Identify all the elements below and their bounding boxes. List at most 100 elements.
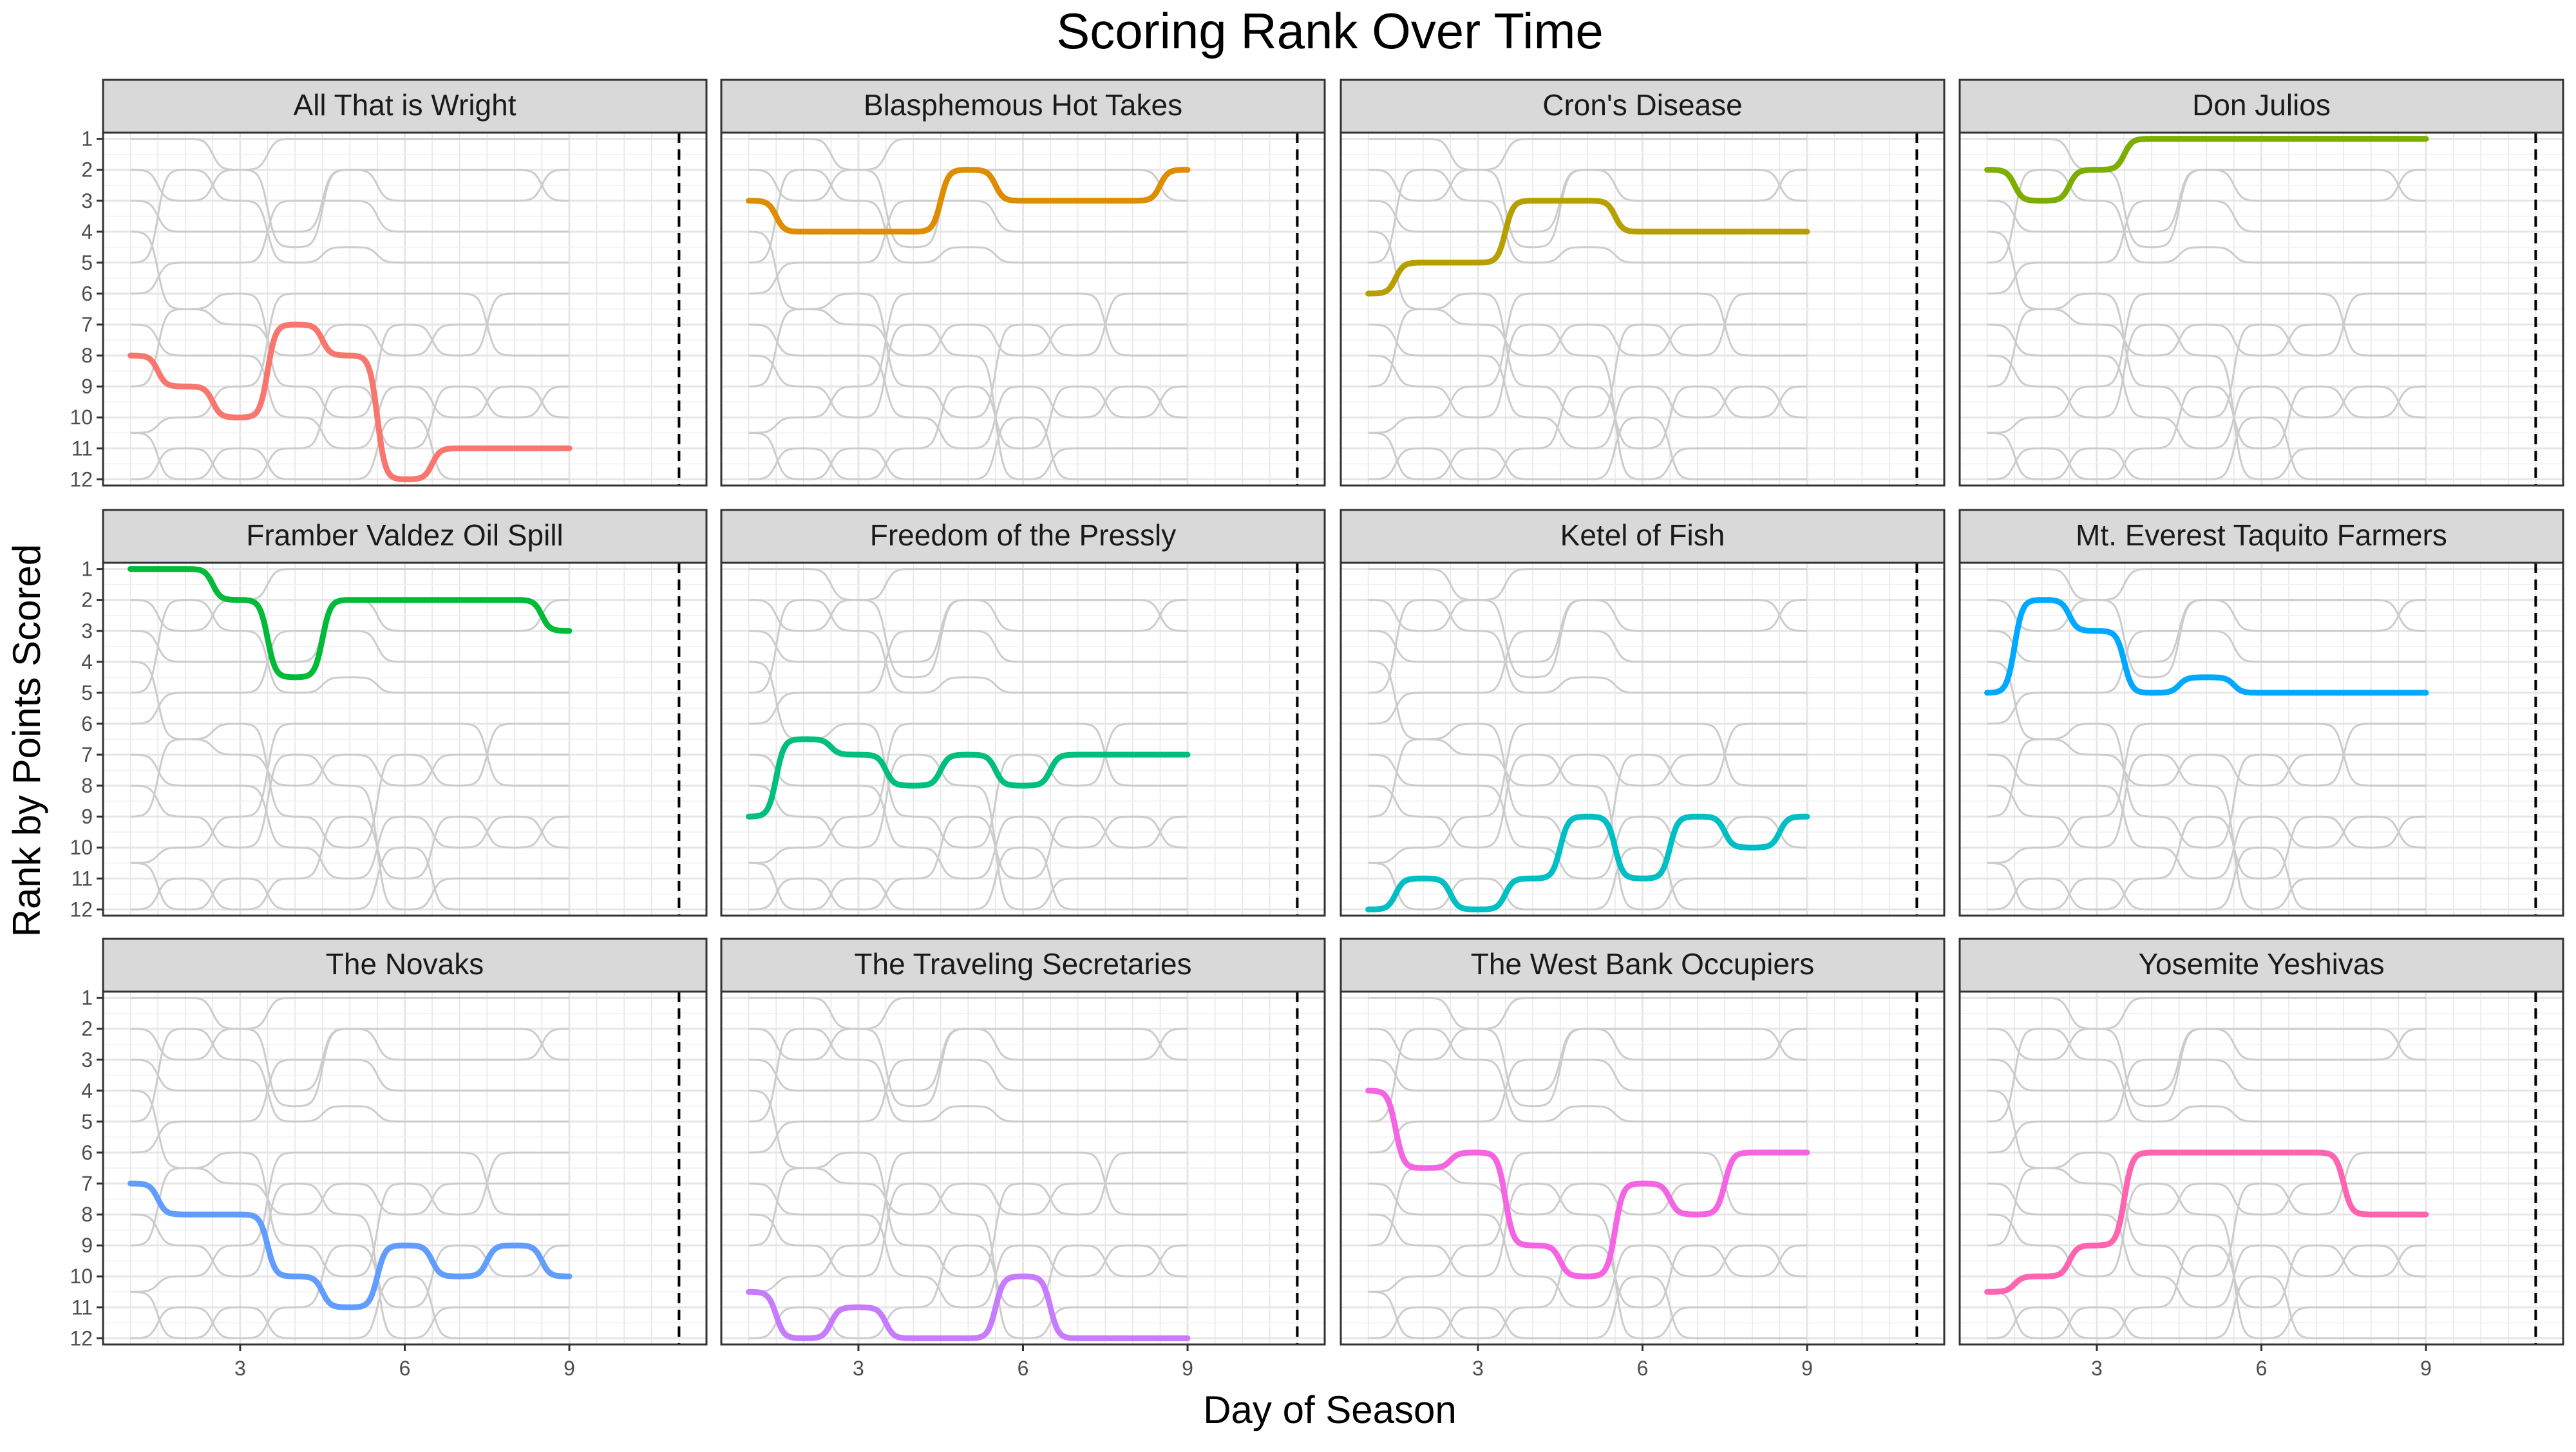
background-series-line [1987,1182,2426,1308]
background-series-line [1368,753,1807,910]
x-tick-label: 3 [853,1357,864,1380]
background-series-line [1368,1059,1807,1154]
background-series-line [1368,599,1807,694]
facet-strip [102,938,708,993]
x-tick-label: 6 [1018,1357,1029,1380]
facet-panel: The West Bank Occupiers 3 6 9 [1340,938,1946,1380]
background-series-line [1987,753,2426,910]
background-series-line [1987,753,2426,880]
background-series-line [1987,323,2426,449]
background-series-line [1987,200,2426,295]
y-tick-label: 7 [81,743,93,766]
background-series-line [1987,1275,2426,1339]
facet-strip-label: All That is Wright [294,88,516,122]
background-series-line [130,630,569,725]
background-series-line [130,292,569,434]
background-series-line [1987,231,2426,419]
background-series-line [1368,169,1807,264]
background-series-line [1987,738,2426,818]
y-tick-label: 3 [81,1048,93,1071]
y-tick-label: 6 [81,1141,93,1164]
background-series-line [1987,997,2427,1108]
facet-panel: Ketel of Fish [1340,509,1946,917]
background-series-line [748,997,1188,1108]
y-tick-label: 10 [70,406,93,429]
background-series-line [1987,997,2426,1061]
background-series-line [1368,1151,1807,1293]
y-tick-label: 8 [81,344,93,367]
series-line [1984,597,2429,696]
y-tick-label: 12 [70,898,93,921]
facet-strip-label: The West Bank Occupiers [1471,947,1814,981]
background-series-line [1368,568,1807,632]
y-tick-label: 9 [81,1234,93,1257]
background-series-line [748,200,1188,295]
background-series-line [1368,722,1807,864]
background-series-line [1987,722,2426,864]
y-tick-label: 5 [81,1110,93,1133]
y-tick-label: 11 [71,867,93,890]
background-series-line [130,815,569,910]
y-tick-label: 10 [70,1265,93,1288]
background-series-line [1368,1182,1807,1308]
background-series-line [748,846,1188,910]
x-tick-label: 6 [2256,1357,2268,1380]
background-series-line [1368,308,1807,388]
facet-strip-label: Freedom of the Pressly [870,518,1177,552]
y-tick-label: 4 [81,1079,93,1102]
background-series-line [748,599,1188,694]
series-line [1365,813,1810,912]
y-tick-label: 3 [81,189,93,212]
background-series-line [1368,997,1808,1108]
facet-strip-label: Don Julios [2192,88,2331,122]
facet-strip-label: Mt. Everest Taquito Farmers [2076,518,2447,552]
y-tick-label: 5 [81,251,93,274]
gridlines [721,133,1325,486]
facet-panel: Yosemite Yeshivas 3 6 9 [1958,938,2564,1380]
background-series-line [130,1275,569,1339]
y-tick-label: 6 [81,712,93,735]
background-series-line [748,568,1188,679]
background-series-line [1987,568,2427,679]
y-tick-label: 12 [70,467,93,491]
x-tick-label: 6 [1637,1357,1649,1380]
background-series-line [130,1182,569,1339]
y-tick-label: 9 [81,805,93,828]
background-series-line [748,323,1188,449]
y-tick-label: 11 [71,437,93,460]
y-tick-label: 2 [81,589,93,612]
facet-panels: All That is Wright123456789101112Blasphe… [70,79,2564,1380]
background-series-line [130,1167,569,1247]
background-series-line [1368,323,1807,449]
background-series-line [1368,416,1807,480]
background-series-line [1368,630,1807,725]
background-series-line [1368,1275,1807,1339]
background-series-line [748,568,1188,632]
x-axis-title: Day of Season [1203,1388,1457,1431]
background-series-line [130,323,569,449]
background-series-line [748,630,1188,725]
facet-panel: Mt. Everest Taquito Farmers [1958,509,2564,917]
facet-panel: The Traveling Secretaries 3 6 9 [720,938,1326,1380]
x-tick-label: 9 [1801,1357,1813,1380]
background-series-line [1368,846,1807,910]
series-line [1365,198,1810,297]
background-series [1987,997,2427,1339]
x-tick-label: 9 [1182,1357,1193,1380]
facet-panel: Freedom of the Pressly [720,509,1326,917]
background-series [130,568,570,910]
background-series-line [130,231,569,419]
background-series-line [130,722,569,864]
x-tick-label: 3 [234,1357,246,1380]
background-series-line [130,599,569,694]
y-tick-label: 7 [81,1172,93,1195]
facet-strip-label: Yosemite Yeshivas [2139,947,2385,981]
background-series-line [1987,169,2426,264]
background-series-line [130,738,569,818]
y-tick-label: 1 [81,127,93,151]
background-series-line [748,815,1188,910]
